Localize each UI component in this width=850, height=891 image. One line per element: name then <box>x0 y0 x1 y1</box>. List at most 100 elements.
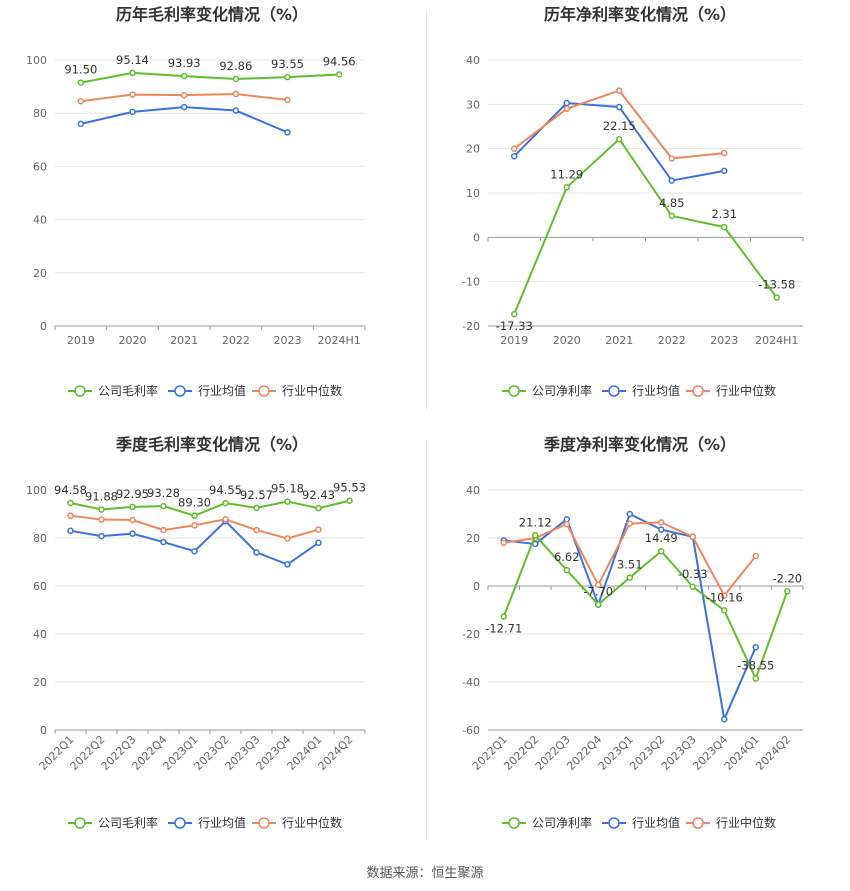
data-label: 93.55 <box>271 57 304 71</box>
data-label: -13.58 <box>758 278 795 292</box>
data-point <box>752 552 759 560</box>
legend-marker <box>692 385 704 397</box>
data-point <box>98 516 105 523</box>
data-point <box>616 135 623 143</box>
data-point <box>511 145 518 152</box>
data-point <box>180 91 188 99</box>
data-point <box>721 149 728 157</box>
legend-label: 行业中位数 <box>282 383 342 398</box>
data-point <box>129 516 136 524</box>
series-line <box>80 106 288 134</box>
data-label: 94.55 <box>209 483 242 497</box>
data-point <box>532 532 539 539</box>
data-point <box>160 502 167 510</box>
data-label: 6.62 <box>554 550 580 564</box>
data-point <box>67 499 74 507</box>
x-tick-label: 2021 <box>170 334 198 347</box>
data-point <box>689 583 696 591</box>
data-label: 4.85 <box>659 196 685 210</box>
chart-title: 历年净利率变化情况（%） <box>544 5 736 24</box>
data-point <box>160 526 167 534</box>
data-label: -38.55 <box>737 659 774 673</box>
data-point <box>77 79 85 86</box>
y-tick-label: 0 <box>40 724 47 737</box>
data-point <box>67 527 74 535</box>
data-point <box>284 129 291 136</box>
data-point <box>563 566 570 574</box>
data-point <box>129 503 136 511</box>
chart-quarterly-net-margin: 季度净利率变化情况（%） -60 -40 -20 0 20 40 2022Q1 2022Q2 20… <box>428 430 850 860</box>
data-point <box>191 547 198 555</box>
data-point <box>626 510 633 518</box>
legend-label: 行业均值 <box>198 383 246 398</box>
series-line <box>513 137 778 315</box>
data-point <box>253 549 260 556</box>
legend-label: 行业中位数 <box>716 383 776 398</box>
x-tick-label: 2023 <box>710 334 738 347</box>
y-tick-label: 20 <box>33 676 47 689</box>
chart-svg: 季度毛利率变化情况（%）0204060801002022Q12022Q22022… <box>26 435 366 830</box>
legend-marker <box>508 817 520 829</box>
data-point <box>191 522 198 529</box>
y-tick-label: -60 <box>462 724 480 737</box>
data-label: -17.33 <box>496 319 533 333</box>
data-point <box>67 512 74 519</box>
legend-marker <box>508 385 520 397</box>
chart-annual-net-margin: 历年净利率变化情况（%） -20 -10 0 10 20 30 40 2019 2020 2021 2… <box>428 0 850 430</box>
legend-label: 公司净利率 <box>532 383 592 398</box>
x-tick-label: 2024Q2 <box>316 733 356 773</box>
data-source: 数据来源：恒生聚源 <box>366 866 484 881</box>
legend-marker <box>608 385 620 397</box>
chart-title: 历年毛利率变化情况（%） <box>116 5 308 24</box>
x-tick-label: 2024H1 <box>318 334 361 347</box>
y-tick-label: 40 <box>466 54 480 67</box>
data-label: 14.49 <box>645 531 678 545</box>
y-tick-label: -20 <box>462 320 480 333</box>
data-point <box>253 526 260 534</box>
y-tick-label: 0 <box>40 320 47 333</box>
y-tick-label: 80 <box>33 532 47 545</box>
chart-annual-gross-margin: 历年毛利率变化情况（%） 0 20 40 60 80 100 2019 2020 2021 2022… <box>0 0 425 430</box>
y-tick-label: 60 <box>33 580 47 593</box>
data-point <box>511 310 518 318</box>
data-point <box>721 715 728 723</box>
data-point <box>668 177 675 184</box>
legend-label: 行业均值 <box>632 383 680 398</box>
data-point <box>752 675 759 682</box>
y-tick-label: 10 <box>466 187 480 200</box>
data-point <box>129 530 136 537</box>
data-point <box>595 581 602 589</box>
data-label: -0.33 <box>678 567 708 581</box>
data-label: 95.14 <box>116 53 149 67</box>
data-point <box>232 75 240 83</box>
divider <box>426 440 427 840</box>
y-tick-label: 100 <box>26 484 47 497</box>
data-point <box>721 167 728 175</box>
y-tick-label: 100 <box>26 54 47 67</box>
chart-svg: 季度净利率变化情况（%）-60-40-20020402022Q12022Q220… <box>462 435 804 830</box>
y-tick-label: 20 <box>33 267 47 280</box>
data-point <box>315 526 322 533</box>
y-tick-label: 30 <box>466 98 480 111</box>
legend-label: 行业中位数 <box>716 815 776 830</box>
data-label: 93.93 <box>168 56 201 70</box>
x-tick-label: 2022 <box>222 334 250 347</box>
data-label: 92.95 <box>116 487 149 501</box>
data-point <box>658 519 665 526</box>
data-point <box>595 601 602 608</box>
legend-marker <box>174 385 186 397</box>
data-point <box>129 91 136 98</box>
x-tick-label: 2020 <box>119 334 147 347</box>
x-tick-label: 2019 <box>500 334 528 347</box>
x-tick-label: 2021 <box>605 334 633 347</box>
data-point <box>563 184 570 191</box>
y-tick-label: 60 <box>33 160 47 173</box>
data-label: 95.18 <box>271 482 304 496</box>
chart-svg: 历年净利率变化情况（%） -20 -10 0 10 20 30 40 2019 2020 2021 2… <box>462 5 804 398</box>
data-label: 89.30 <box>178 496 211 510</box>
data-point <box>284 73 291 81</box>
y-tick-label: 40 <box>33 628 47 641</box>
data-point <box>284 96 291 104</box>
data-point <box>222 499 229 507</box>
y-tick-label: 80 <box>33 107 47 120</box>
